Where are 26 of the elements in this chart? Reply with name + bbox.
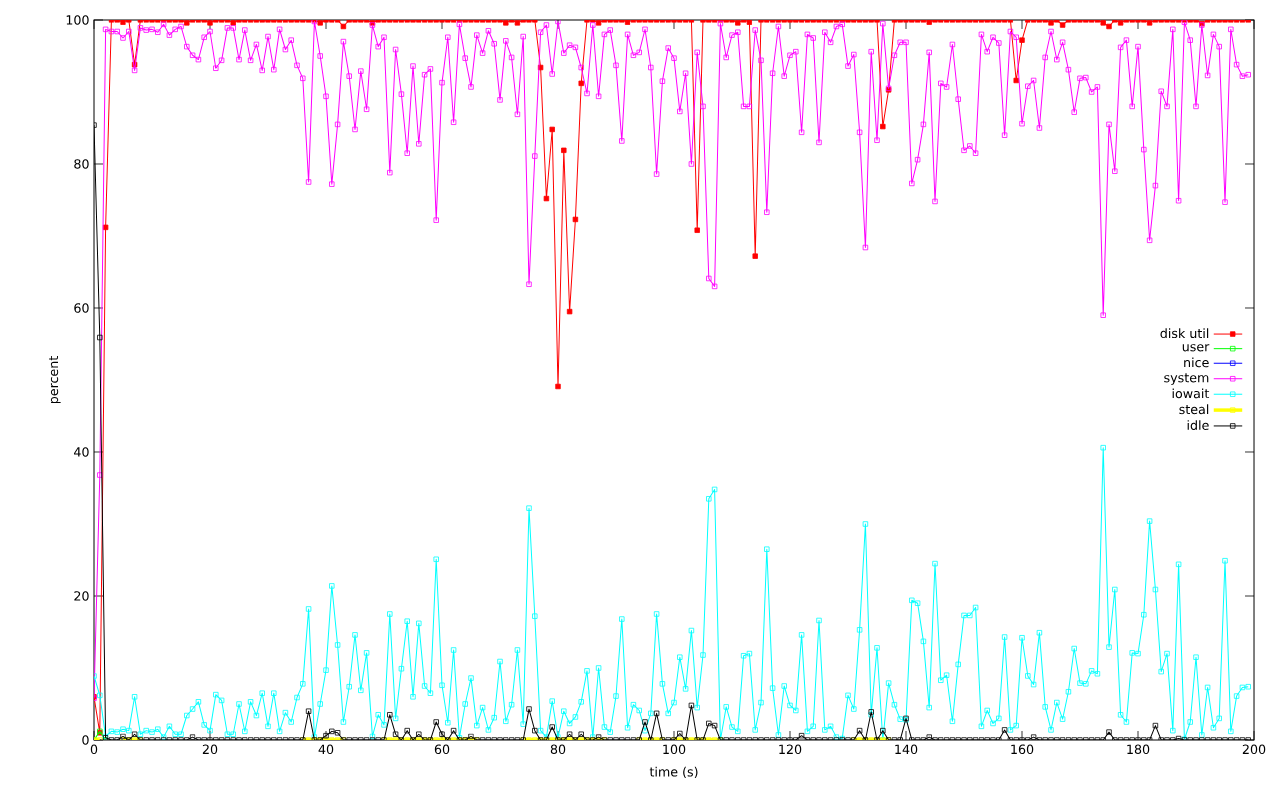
x-tick-label: 120 [779, 744, 802, 755]
x-tick-label: 80 [550, 744, 566, 755]
y-tick-label: 20 [74, 591, 89, 601]
y-tick-label: 60 [74, 303, 89, 313]
y-tick-label: 40 [74, 447, 89, 457]
x-tick-label: 100 [663, 744, 686, 755]
x-tick-label: 20 [202, 744, 218, 755]
legend-label: nice [1184, 357, 1209, 368]
y-axis-title: percent [49, 356, 61, 404]
x-tick-label: 160 [1011, 744, 1034, 755]
legend-label: user [1182, 344, 1210, 352]
x-axis-title: time (s) [649, 766, 698, 779]
legend-label: steal [1179, 404, 1209, 415]
y-tick-label: 80 [74, 159, 89, 169]
x-tick-label: 180 [1127, 744, 1150, 755]
x-tick-label: 0 [90, 744, 98, 755]
x-tick-label: 140 [895, 744, 918, 755]
y-tick-label: 100 [66, 15, 89, 25]
legend-label: iowait [1172, 388, 1210, 399]
legend-label: idle [1187, 420, 1209, 430]
y-tick-label: 0 [82, 735, 89, 745]
legend-label: disk util [1160, 328, 1209, 339]
x-tick-label: 60 [434, 744, 450, 755]
x-tick-label: 200 [1242, 744, 1266, 755]
legend-label: system [1164, 373, 1209, 385]
x-tick-label: 40 [318, 744, 334, 755]
